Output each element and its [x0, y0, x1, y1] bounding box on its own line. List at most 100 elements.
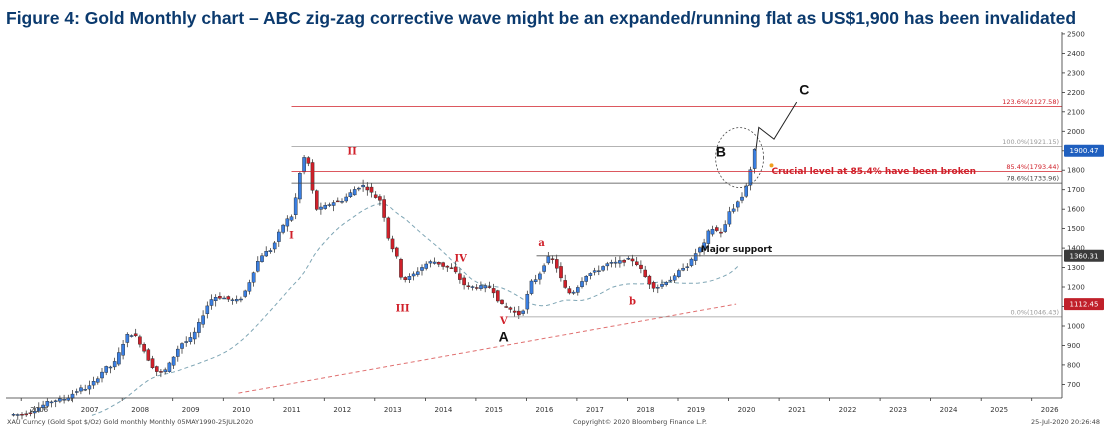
- x-tick-label: 2008: [131, 406, 149, 414]
- candle-up: [698, 247, 702, 253]
- candle-up: [268, 250, 273, 252]
- candle-up: [580, 281, 584, 287]
- candle-up: [251, 272, 256, 283]
- candle-up: [525, 294, 530, 310]
- candle-down: [647, 275, 652, 285]
- candle-up: [588, 273, 593, 276]
- candle-up: [79, 387, 83, 392]
- candle-up: [752, 148, 757, 169]
- candle-up: [592, 270, 597, 273]
- candle-up: [352, 189, 357, 196]
- candle-down: [20, 414, 24, 416]
- candle-up: [41, 404, 45, 408]
- candle-up: [609, 262, 614, 264]
- x-tick-label: 2013: [384, 406, 402, 414]
- candle-up: [201, 315, 205, 325]
- candle-up: [117, 352, 121, 365]
- candle-down: [154, 366, 159, 372]
- candle-down: [382, 199, 386, 218]
- projected-path-to-c: [755, 101, 798, 151]
- candle-up: [748, 169, 753, 186]
- candle-up: [681, 268, 685, 271]
- x-tick-label: 2010: [232, 406, 250, 414]
- candle-up: [87, 385, 92, 390]
- candle-up: [727, 211, 732, 225]
- fib-level-label: 85.4%(1793.44): [1006, 163, 1059, 171]
- fib-level-label: 78.6%(1733.96): [1006, 175, 1059, 183]
- y-tick-label: 1600: [1067, 206, 1085, 214]
- candle-down: [395, 247, 399, 257]
- candle-up: [184, 341, 189, 343]
- candle-up: [234, 299, 239, 302]
- candle-up: [319, 206, 323, 210]
- candle-down: [146, 349, 151, 361]
- y-tick-label: 1300: [1067, 264, 1085, 272]
- price-badge: [1064, 298, 1104, 311]
- candle-up: [344, 196, 349, 202]
- candle-up: [209, 299, 214, 306]
- candle-down: [651, 282, 656, 289]
- marker-dot: [769, 163, 774, 168]
- candle-up: [668, 279, 673, 282]
- candle-down: [715, 227, 719, 231]
- x-tick-label: 2015: [485, 406, 503, 414]
- moving-average-layer: [91, 203, 739, 416]
- x-tick-label: 2012: [333, 406, 351, 414]
- x-tick-label: 2018: [637, 406, 655, 414]
- candle-up: [597, 270, 601, 272]
- candle-up: [340, 201, 344, 203]
- candle-up: [689, 258, 694, 266]
- candle-up: [45, 401, 50, 407]
- candle-down: [635, 261, 639, 266]
- candle-down: [399, 259, 403, 278]
- x-tick-label: 2009: [182, 406, 200, 414]
- candle-up: [736, 201, 740, 208]
- candle-up: [197, 322, 201, 333]
- wave-label-ii: II: [347, 147, 357, 158]
- candle-up: [407, 276, 412, 280]
- wave-label-b: B: [716, 144, 726, 160]
- y-tick-label: 2200: [1067, 89, 1085, 97]
- candle-up: [121, 344, 125, 356]
- candle-up: [298, 172, 302, 200]
- candle-down: [512, 310, 517, 313]
- candle-up: [205, 305, 210, 314]
- x-tick-label: 2022: [839, 406, 857, 414]
- candle-up: [188, 337, 193, 342]
- candle-down: [373, 194, 378, 198]
- candle-up: [470, 286, 475, 288]
- candle-up: [693, 253, 698, 261]
- candle-up: [744, 185, 748, 197]
- candle-down: [142, 344, 146, 352]
- candle-down: [504, 306, 509, 308]
- candle-up: [243, 290, 248, 297]
- candle-up: [361, 184, 365, 188]
- candle-up: [546, 256, 551, 264]
- candle-up: [656, 287, 660, 289]
- wave-label-iv: IV: [454, 254, 467, 265]
- y-tick-label: 2100: [1067, 108, 1085, 116]
- candle-down: [458, 273, 462, 280]
- x-tick-label: 2007: [81, 406, 99, 414]
- candle-down: [462, 277, 466, 286]
- candle-up: [213, 297, 218, 302]
- moving-average-line-red: [238, 303, 737, 394]
- candle-down: [475, 287, 479, 289]
- x-tick-label: 2016: [535, 406, 553, 414]
- candle-down: [437, 262, 441, 265]
- candle-down: [315, 190, 319, 210]
- candle-up: [247, 282, 252, 292]
- candle-down: [643, 269, 647, 278]
- candle-down: [159, 371, 163, 373]
- candle-down: [365, 186, 370, 191]
- moving-average-line-blue: [91, 203, 739, 416]
- candle-down: [378, 196, 382, 201]
- candle-up: [239, 298, 243, 301]
- candle-up: [685, 266, 690, 268]
- candle-up: [129, 335, 134, 337]
- candle-down: [403, 277, 408, 280]
- candle-up: [171, 356, 176, 366]
- candle-up: [483, 285, 488, 289]
- x-tick-label: 2025: [990, 406, 1008, 414]
